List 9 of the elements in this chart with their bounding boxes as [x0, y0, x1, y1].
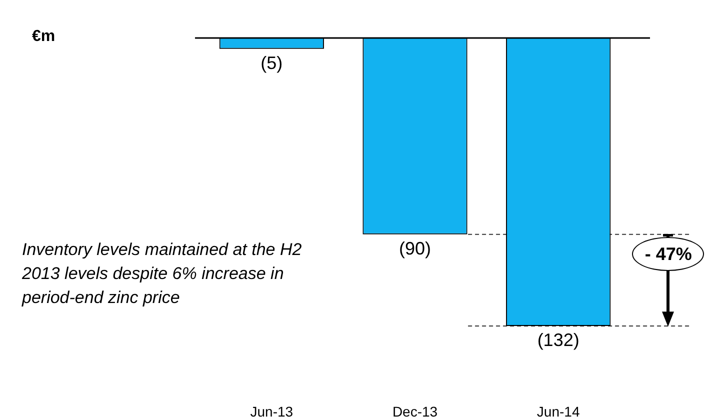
x-tick-label: Dec-13 [392, 403, 438, 417]
data-label: (5) [260, 52, 283, 73]
text: €m [32, 28, 56, 46]
annotation: - 47% [632, 237, 704, 272]
data-label: (90) [398, 238, 432, 258]
data-label: (132) [537, 330, 580, 350]
x-tick-label: Jun-14 [536, 403, 580, 417]
x-tick-label: Jun-13 [250, 403, 294, 417]
annotation: Inventory levels maintained at the H2 2013 levels despite 6% increase in period-end zinc price [22, 239, 303, 309]
